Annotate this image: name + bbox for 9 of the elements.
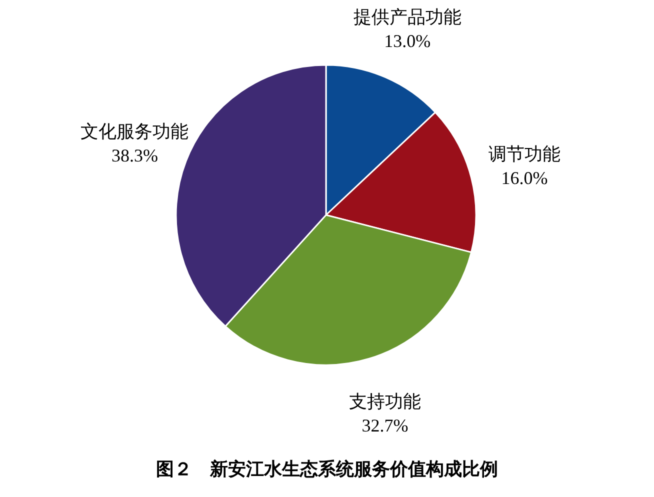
data-label: 13.0% xyxy=(384,30,431,51)
slice-label: 提供产品功能 xyxy=(353,6,462,28)
slice-label: 调节功能 xyxy=(488,144,561,166)
slice-label: 支持功能 xyxy=(349,391,422,412)
data-label: 38.3% xyxy=(111,145,158,166)
slice-label: 文化服务功能 xyxy=(80,121,189,142)
data-label: 16.0% xyxy=(501,168,548,188)
data-label: 32.7% xyxy=(362,415,408,436)
text: 图２ 新安江水生态系统服务价值构成比例 xyxy=(156,459,498,480)
